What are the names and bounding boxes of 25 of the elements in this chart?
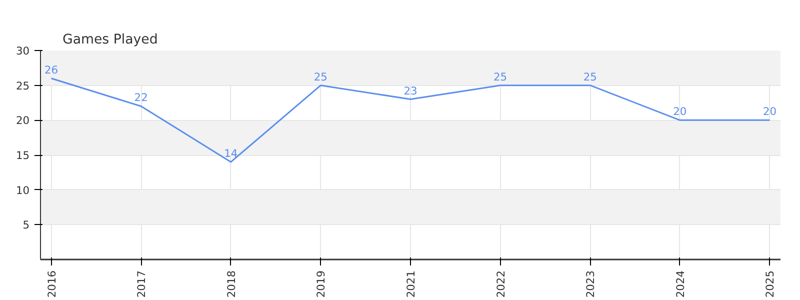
data-label: 14 <box>224 146 238 160</box>
data-label: 20 <box>673 105 687 118</box>
y-tick-label: 30 <box>16 44 30 58</box>
x-tick-label: 2016 <box>45 270 58 298</box>
x-tick-label: 2018 <box>224 270 238 298</box>
y-tick-label: 25 <box>16 79 30 92</box>
x-tick-label: 2023 <box>584 270 598 298</box>
data-label: 25 <box>314 70 328 84</box>
data-label: 25 <box>583 70 597 84</box>
y-tick-label: 20 <box>16 114 30 128</box>
data-label: 22 <box>134 91 148 104</box>
data-label: 26 <box>44 63 58 76</box>
chart-title: Games Played <box>62 32 158 48</box>
x-tick-label: 2021 <box>404 270 418 298</box>
x-tick-label: 2024 <box>674 270 687 298</box>
x-tick-label: 2017 <box>135 270 148 298</box>
data-label: 20 <box>762 105 777 118</box>
data-label: 25 <box>494 70 508 84</box>
x-tick-label: 2019 <box>314 270 328 298</box>
x-tick-label: 2025 <box>764 270 777 298</box>
y-tick-label: 15 <box>16 149 30 162</box>
x-tick-label: 2022 <box>494 270 508 298</box>
y-tick-label: 5 <box>22 218 30 232</box>
y-tick-label: 10 <box>16 184 30 197</box>
data-label: 23 <box>404 84 418 98</box>
